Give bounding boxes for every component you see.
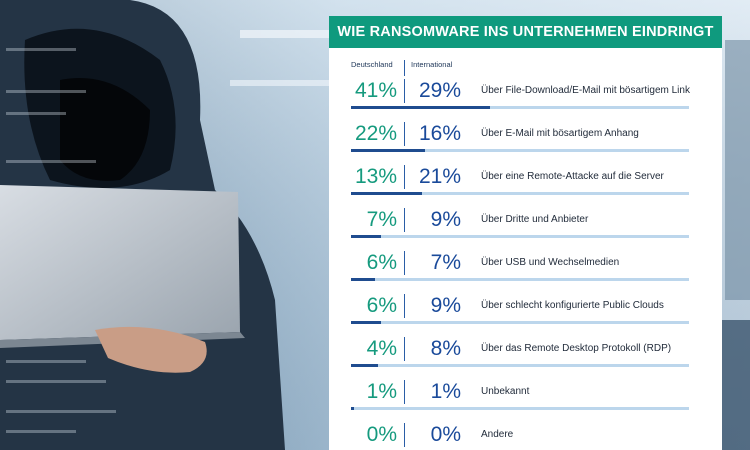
bar-fill (351, 321, 382, 324)
table-row: 6% 7% Über USB und Wechselmedien (329, 247, 722, 290)
value-international: 9% (430, 208, 461, 231)
row-divider (404, 294, 405, 318)
bar-fill (351, 149, 426, 152)
row-label: Über eine Remote-Attacke auf die Server (481, 171, 664, 182)
value-germany: 41% (354, 79, 397, 102)
value-international: 16% (418, 122, 461, 145)
bar-fill (351, 106, 490, 109)
value-international: 0% (430, 423, 461, 446)
row-divider (404, 79, 405, 103)
bar-track (351, 278, 689, 281)
value-germany: 0% (366, 423, 397, 446)
bar-fill (351, 407, 355, 410)
value-international: 29% (418, 79, 461, 102)
bar-track (351, 106, 689, 109)
bar-track (351, 407, 689, 410)
bar-track (351, 364, 689, 367)
bar-fill (351, 192, 422, 195)
table-row: 6% 9% Über schlecht konfigurierte Public C… (329, 290, 722, 333)
table-row: 1% 1% Unbekannt (329, 376, 722, 419)
value-international: 8% (430, 337, 461, 360)
table-row: 41% 29% Über File-Download/E-Mail mit bösa… (329, 75, 722, 118)
bar-track (351, 149, 689, 152)
column-header-international: International (411, 60, 453, 69)
row-divider (404, 423, 405, 447)
value-germany: 22% (354, 122, 397, 145)
table-row: 4% 8% Über das Remote Desktop Protokoll (R… (329, 333, 722, 376)
value-international: 7% (430, 251, 461, 274)
value-international: 1% (430, 380, 461, 403)
bar-fill (351, 364, 379, 367)
chart-title: WIE RANSOMWARE INS UNTERNEHMEN EINDRINGT (329, 16, 722, 48)
row-label: Unbekannt (481, 386, 530, 397)
row-divider (404, 122, 405, 146)
bar-track (351, 321, 689, 324)
column-divider (404, 60, 405, 76)
row-divider (404, 251, 405, 275)
table-row: 7% 9% Über Dritte und Anbieter (329, 204, 722, 247)
bar-track (351, 235, 689, 238)
value-germany: 1% (366, 380, 397, 403)
row-label: Über File-Download/E-Mail mit bösartigem… (481, 85, 690, 96)
row-label: Über Dritte und Anbieter (481, 214, 589, 225)
row-label: Über schlecht konfigurierte Public Cloud… (481, 300, 664, 311)
bar-track (351, 192, 689, 195)
row-divider (404, 165, 405, 189)
row-label: Über USB und Wechselmedien (481, 257, 620, 268)
bar-fill (351, 278, 375, 281)
value-international: 9% (430, 294, 461, 317)
table-row: 13% 21% Über eine Remote-Attacke auf die S… (329, 161, 722, 204)
value-germany: 6% (366, 294, 397, 317)
ransomware-infographic: WIE RANSOMWARE INS UNTERNEHMEN EINDRINGT… (329, 16, 722, 450)
bar-fill (351, 235, 382, 238)
value-germany: 13% (354, 165, 397, 188)
table-row: 0% 0% Andere (329, 419, 722, 450)
table-row: 22% 16% Über E-Mail mit bösartigem Anhang (329, 118, 722, 161)
value-germany: 6% (366, 251, 397, 274)
value-germany: 4% (366, 337, 397, 360)
value-germany: 7% (366, 208, 397, 231)
row-label: Über E-Mail mit bösartigem Anhang (481, 128, 639, 139)
row-label: Über das Remote Desktop Protokoll (RDP) (481, 343, 672, 354)
row-divider (404, 380, 405, 404)
value-international: 21% (418, 165, 461, 188)
column-header-germany: Deutschland (351, 60, 393, 69)
row-divider (404, 208, 405, 232)
row-label: Andere (481, 429, 514, 440)
row-divider (404, 337, 405, 361)
